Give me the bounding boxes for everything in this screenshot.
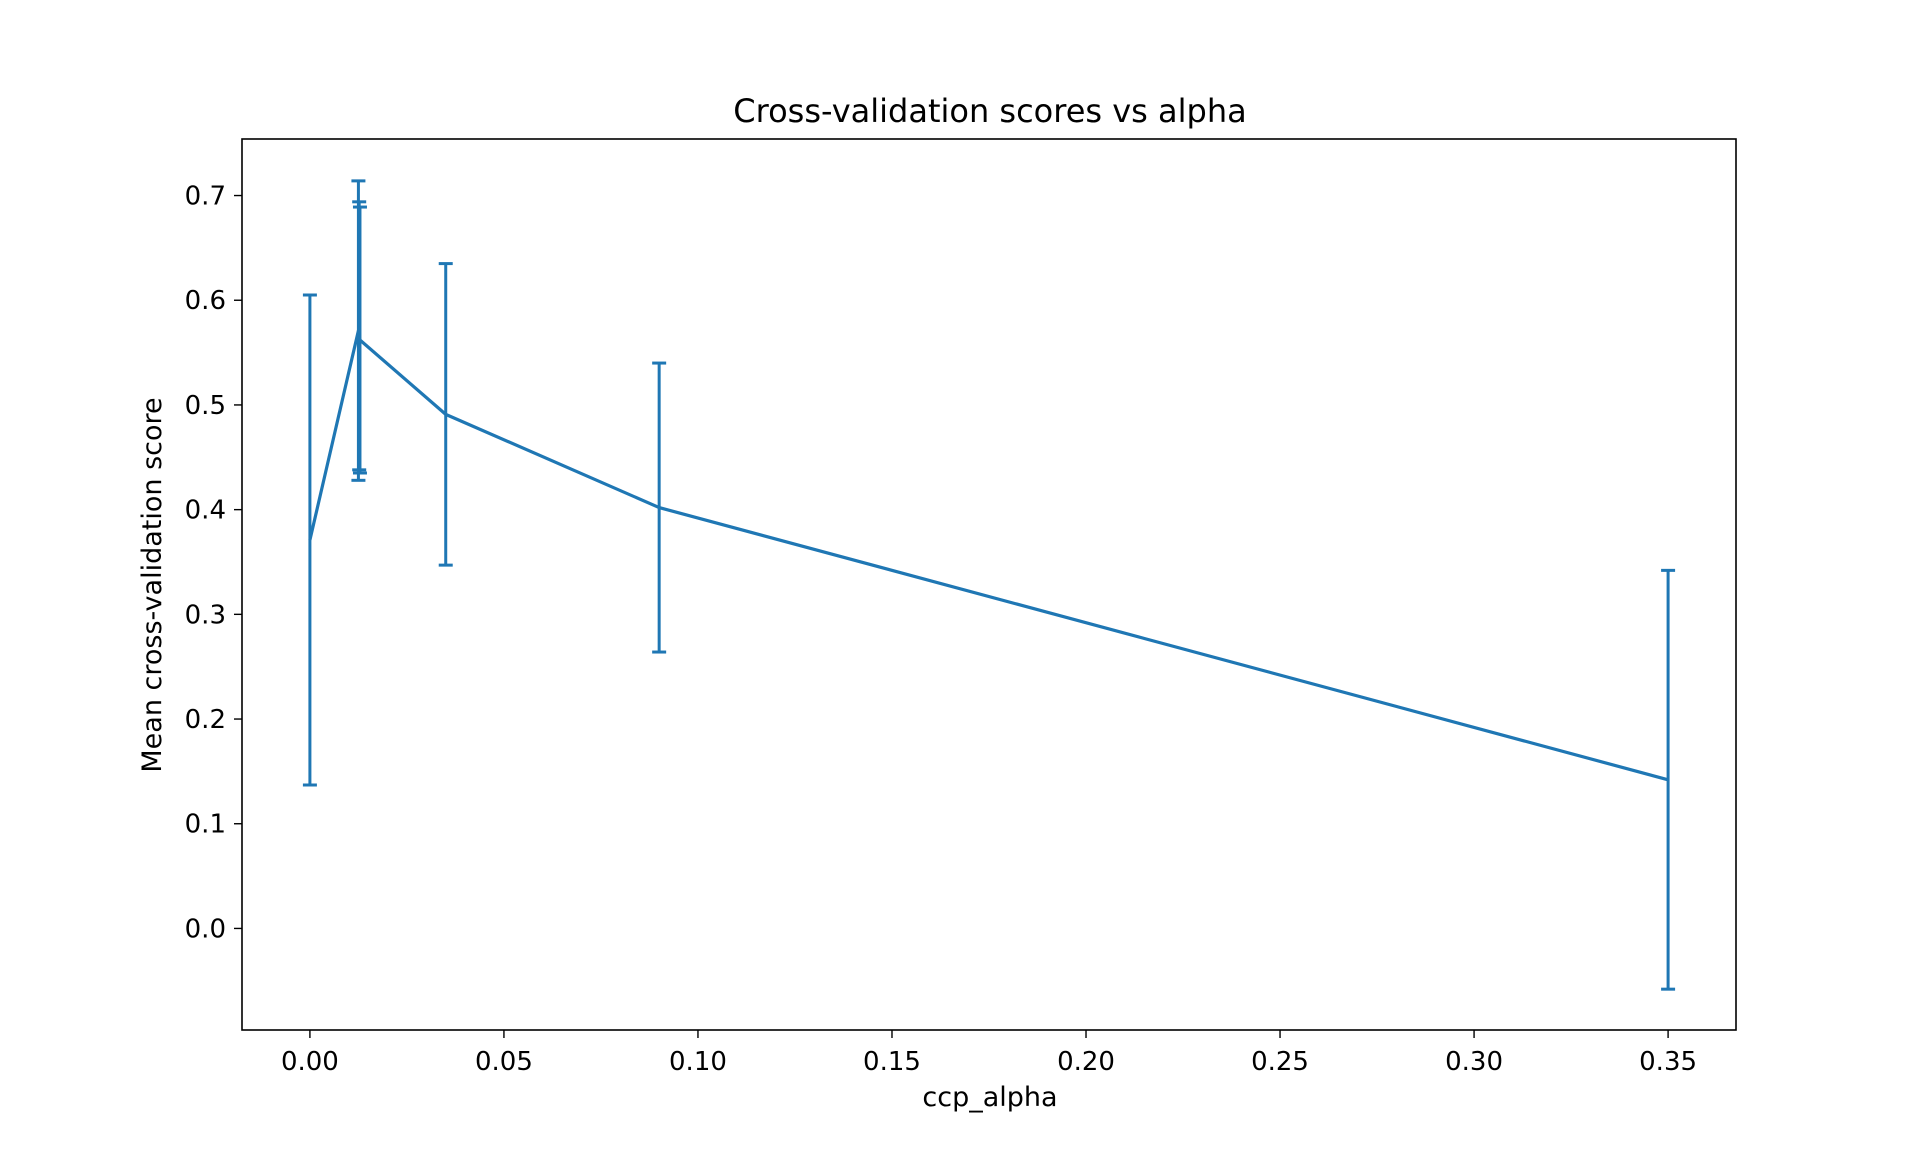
x-tick-label: 0.25 <box>1251 1047 1309 1077</box>
chart-title: Cross-validation scores vs alpha <box>733 92 1246 130</box>
y-tick-label: 0.5 <box>185 391 226 421</box>
y-tick-label: 0.1 <box>185 810 226 840</box>
y-tick-label: 0.4 <box>185 496 226 526</box>
series-line <box>308 329 1669 782</box>
x-axis-label: ccp_alpha <box>922 1082 1057 1113</box>
x-tick-label: 0.05 <box>475 1047 533 1077</box>
y-tick-label: 0.3 <box>185 600 226 630</box>
plot-frame <box>241 138 1737 1031</box>
x-tick-label: 0.20 <box>1057 1047 1115 1077</box>
x-tick-label: 0.00 <box>281 1047 339 1077</box>
y-tick-label: 0.0 <box>185 914 226 944</box>
y-axis-label: Mean cross-validation score <box>137 397 168 772</box>
x-tick-label: 0.30 <box>1445 1047 1503 1077</box>
x-tick-label: 0.35 <box>1639 1047 1697 1077</box>
x-tick-label: 0.10 <box>669 1047 727 1077</box>
x-tick-label: 0.15 <box>863 1047 921 1077</box>
y-tick-label: 0.6 <box>185 286 226 316</box>
plot-area: 0.00 0.05 0.10 0.15 0.20 0.25 0.30 0.35 0.0 0.1 0.… <box>185 138 1737 1077</box>
y-tick-label: 0.7 <box>185 182 226 212</box>
y-tick-label: 0.2 <box>185 705 226 735</box>
